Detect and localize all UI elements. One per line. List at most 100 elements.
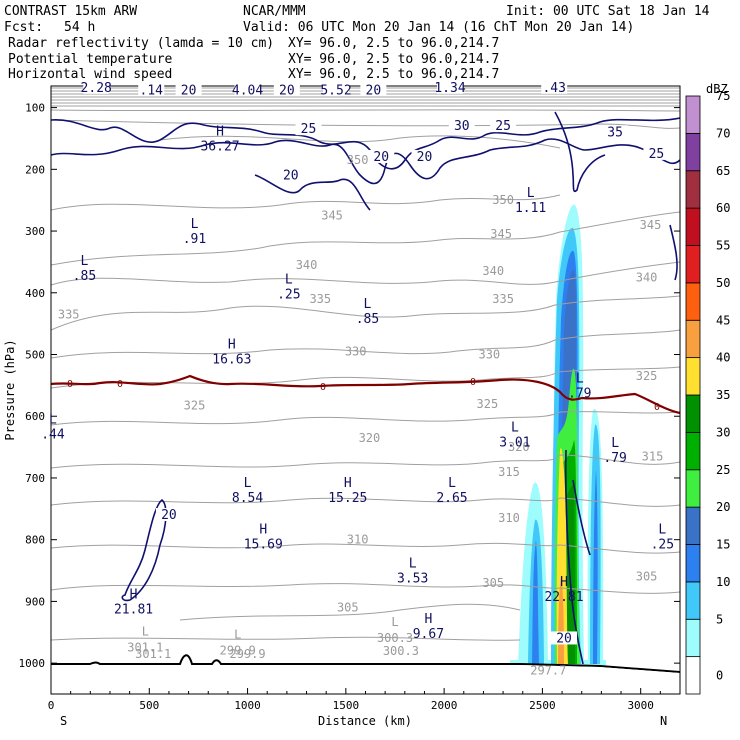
colorbar-level-label: 65 (716, 164, 730, 178)
zero-isotherm-label: 0 (67, 379, 73, 390)
colorbar-swatch (685, 357, 701, 396)
wind-contour-label: 5.52 (320, 83, 351, 98)
colorbar-swatch (685, 319, 701, 359)
colorbar-level-label: 70 (716, 126, 730, 140)
wind-extremum-value: .85 (356, 312, 379, 327)
wind-contour-label: 2.28 (81, 81, 112, 96)
wind-contour-label: 25 (649, 147, 665, 162)
y-tick-label: 500 (25, 349, 45, 362)
x-axis-title: Distance (km) (318, 714, 412, 728)
wind-extremum-value: 3.53 (397, 571, 428, 586)
theta-contour-label: 310 (347, 533, 369, 547)
wind-label-knockout (411, 149, 438, 163)
theta-extremum-value: 299.9 (220, 643, 256, 657)
theta-contour-label: 320 (508, 440, 530, 454)
theta-contour (51, 329, 680, 359)
theta-contour-label: 325 (477, 397, 499, 411)
theta-contour-label: 297.7 (530, 664, 566, 678)
wind-contour-label: 20 (366, 83, 382, 98)
theta-contour-label: 305 (482, 576, 504, 590)
wind-extremum-value: 8.54 (232, 491, 263, 506)
wind-extremum-marker: H (344, 476, 352, 491)
zero-isotherm-label: 0 (654, 402, 660, 413)
wind-extremum-value: .25 (277, 288, 300, 303)
wind-contour (254, 174, 371, 211)
field-theta-name: Potential temperature (8, 52, 173, 67)
theta-contour (51, 497, 680, 507)
wind-label-knockout (155, 507, 182, 521)
theta-contour-label: 340 (636, 270, 658, 284)
theta-contour-label: 325 (636, 369, 658, 383)
theta-contour (51, 109, 680, 112)
colorbar-swatch (685, 170, 701, 209)
colorbar-swatch (685, 95, 701, 134)
wind-label-knockout (277, 168, 304, 182)
colorbar-swatch (685, 132, 701, 172)
x-tick-label: 0 (48, 699, 55, 712)
terrain-fill (51, 665, 680, 694)
wind-contour-label: .43 (542, 81, 565, 96)
colorbar-level-label: 45 (716, 313, 730, 327)
field-reflectivity-xy: XY= 96.0, 2.5 to 96.0,214.7 (288, 36, 499, 51)
colorbar-swatch (685, 581, 701, 620)
wind-extremum-value: .85 (73, 269, 96, 284)
x-tick-label: 2000 (431, 699, 458, 712)
wind-contour-label: 20 (373, 150, 389, 165)
init-time: Init: 00 UTC Sat 18 Jan 14 (506, 4, 710, 19)
y-tick-label: 1000 (19, 657, 46, 670)
wind-extremum-value: 15.25 (328, 491, 367, 506)
wind-label-knockout (138, 83, 165, 97)
chart-header: CONTRAST 15km ARW NCAR/MMM Init: 00 UTC … (4, 4, 710, 82)
theta-contour (51, 583, 680, 594)
wind-label-knockout (295, 122, 322, 136)
wind-contour-label: 20 (283, 169, 299, 184)
wind-contour-label: 25 (495, 119, 511, 134)
wind-extremum-value: 3.01 (499, 436, 530, 451)
theta-contour-label: 345 (640, 218, 662, 232)
theta-contour-label: 305 (636, 570, 658, 584)
fcst-label: Fcst: (4, 20, 43, 35)
zero-isotherm-label: 0 (320, 382, 326, 393)
wind-extremum-value: .44 (41, 428, 65, 443)
wind-contour-label: 20 (161, 508, 177, 523)
y-tick-label: 200 (25, 163, 45, 176)
wind-label-knockout (234, 83, 261, 97)
wind-extremum-value: .91 (183, 232, 206, 247)
colorbar-level-label: 10 (716, 575, 730, 589)
theta-contour-label: 335 (58, 307, 80, 321)
south-label: S (60, 714, 67, 728)
theta-extremum-value: 300.3 (377, 631, 413, 645)
y-tick-label: 700 (25, 472, 45, 485)
wind-extremum-value: 16.63 (212, 352, 251, 367)
wind-label-knockout (602, 125, 629, 139)
wind-extremum-marker: L (191, 217, 199, 232)
theta-contour-label: 299.9 (230, 647, 266, 661)
theta-contour-label: 350 (347, 153, 369, 167)
theta-contour-label: 305 (337, 601, 359, 615)
theta-contour-label: 315 (642, 449, 664, 463)
wind-contour-label: 20 (279, 83, 295, 98)
theta-contour-label: 345 (490, 227, 512, 241)
colorbar-level-label: 5 (716, 612, 723, 626)
colorbar-level-label: 20 (716, 500, 730, 514)
x-tick-label: 2500 (529, 699, 556, 712)
wind-extremum-marker: L (364, 297, 372, 312)
wind-extremum-marker: H (424, 612, 432, 627)
org-label: NCAR/MMM (243, 4, 306, 19)
y-tick-label: 600 (25, 410, 45, 423)
x-tick-label: 3000 (627, 699, 654, 712)
theta-extremum-marker: L (234, 627, 241, 641)
wind-label-knockout (273, 83, 300, 97)
wind-extremum-marker: L (527, 186, 535, 201)
wind-contour (669, 224, 678, 281)
colorbar-swatch (685, 506, 701, 545)
colorbar-swatch (685, 394, 701, 433)
wind-contour-label: 35 (607, 125, 623, 140)
wind-extremum-value: 15.69 (244, 538, 283, 553)
zero-degree-isotherm (51, 374, 680, 415)
refl-15-left (532, 540, 539, 664)
wind-label-knockout (448, 119, 475, 133)
wind-label-knockout (541, 80, 568, 94)
wind-label-knockout (643, 146, 670, 160)
